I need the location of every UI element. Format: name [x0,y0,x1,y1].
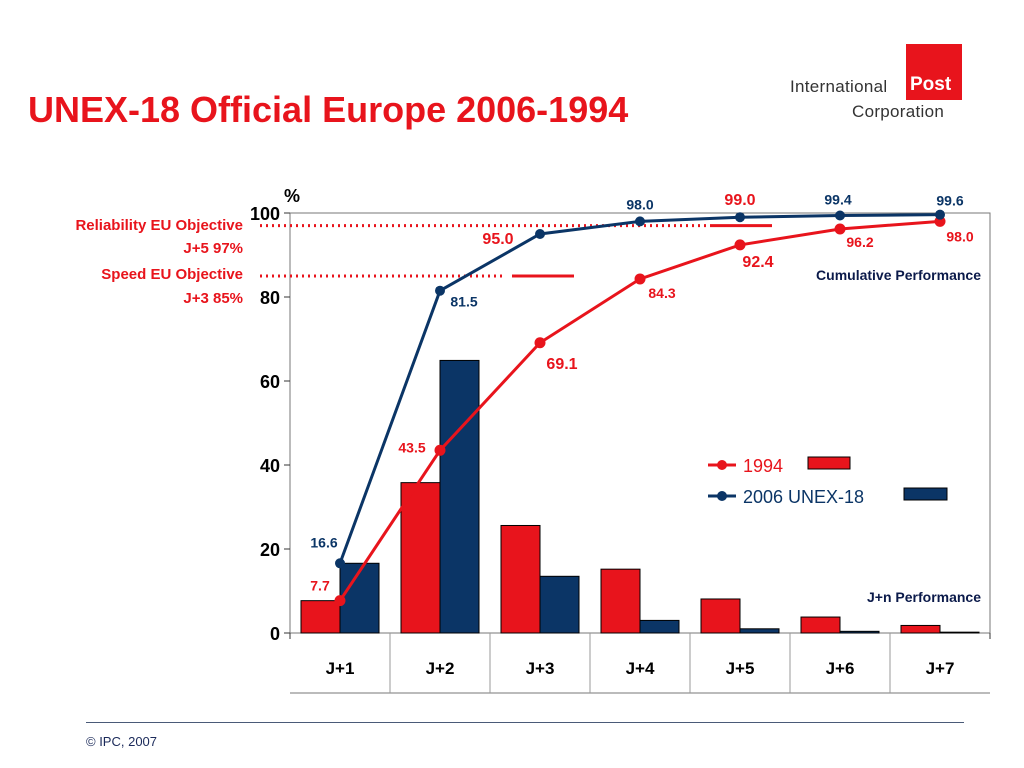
objectives-group: Reliability EU Objective J+5 97% Speed E… [75,217,243,307]
data-label-1994: 43.5 [398,439,425,455]
annotation-jn: J+n Performance [867,589,981,605]
point-1994 [734,239,746,251]
bar-2006 [839,630,880,634]
point-2006 [735,212,745,223]
bar-1994 [800,616,841,634]
x-tick-label: J+5 [726,659,755,678]
x-tick-label: J+3 [526,659,555,678]
data-label-2006: 98.0 [626,196,653,212]
bar-2006 [739,628,780,634]
footer-divider [86,722,964,723]
speed-objective-target: J+3 85% [183,290,243,307]
reliability-objective-target: J+5 97% [183,240,243,257]
data-label-1994: 7.7 [310,578,330,594]
bar-1994 [300,600,341,634]
point-2006 [535,229,545,239]
data-label-1994: 96.2 [846,234,873,250]
annotation-cumulative: Cumulative Performance [816,267,981,283]
data-label-2006: 95.0 [482,231,513,248]
legend-marker-1 [717,491,727,501]
data-label-1994: 98.0 [946,228,973,244]
legend-marker-0 [717,460,727,470]
bar-1994 [500,524,541,634]
data-label-2006: 81.5 [450,294,477,310]
speed-objective-label: Speed EU Objective [101,266,243,283]
y-tick-label: 80 [260,288,280,308]
plot-area: 0 20 40 60 80 100% J+1 J+2 J+3 J+4 J+5 J+6 J+7 7.7 43.… [250,186,991,694]
y-tick-label: 60 [260,372,280,392]
data-label-2006: 99.0 [724,192,755,209]
logo-red-box: Post [906,44,962,100]
point-1994 [434,444,446,456]
data-label-2006: 99.6 [936,193,963,209]
x-tick-label: J+1 [326,659,355,678]
logo-text-post: Post [910,74,952,95]
point-1994 [834,223,846,235]
legend-label-1: 2006 UNEX-18 [743,487,864,507]
bar-2006 [939,631,980,634]
data-label-1994: 92.4 [742,254,773,271]
legend-swatch-0 [807,456,851,470]
point-2006 [335,558,345,569]
point-2006 [935,209,945,220]
footer-copyright: © IPC, 2007 [86,734,158,749]
y-tick-label: 100 [250,204,280,224]
y-tick-label: 20 [260,540,280,560]
point-2006 [835,210,845,221]
bar-1994 [700,598,741,634]
legend-swatch-1 [903,487,948,501]
point-2006 [435,285,445,296]
legend-label-0: 1994 [743,456,783,476]
point-1994 [534,337,546,349]
bar-1994 [400,482,441,634]
logo-text-corporation: Corporation [852,102,945,121]
reliability-objective-label: Reliability EU Objective [75,217,243,234]
data-label-1994: 84.3 [648,285,675,301]
point-1994 [334,595,346,607]
y-axis-label: % [284,186,300,206]
bar-2006 [639,619,680,634]
x-tick-label: J+2 [426,659,455,678]
x-tick-label: J+6 [826,659,855,678]
logo-text-international: International [790,77,888,96]
ipc-logo: International Post Corporation [790,44,965,124]
y-tick-label: 0 [270,624,280,644]
bar-1994 [900,624,941,634]
point-1994 [634,273,646,285]
page-title: UNEX-18 Official Europe 2006-1994 [28,89,629,130]
bar-2006 [539,575,580,634]
data-label-2006: 99.4 [824,192,851,208]
point-2006 [635,216,645,227]
bar-1994 [600,568,641,634]
y-tick-label: 40 [260,456,280,476]
data-label-2006: 16.6 [310,534,337,550]
bar-2006 [439,359,480,634]
data-label-1994: 69.1 [546,356,577,373]
x-tick-label: J+7 [926,659,955,678]
x-tick-label: J+4 [626,659,655,678]
